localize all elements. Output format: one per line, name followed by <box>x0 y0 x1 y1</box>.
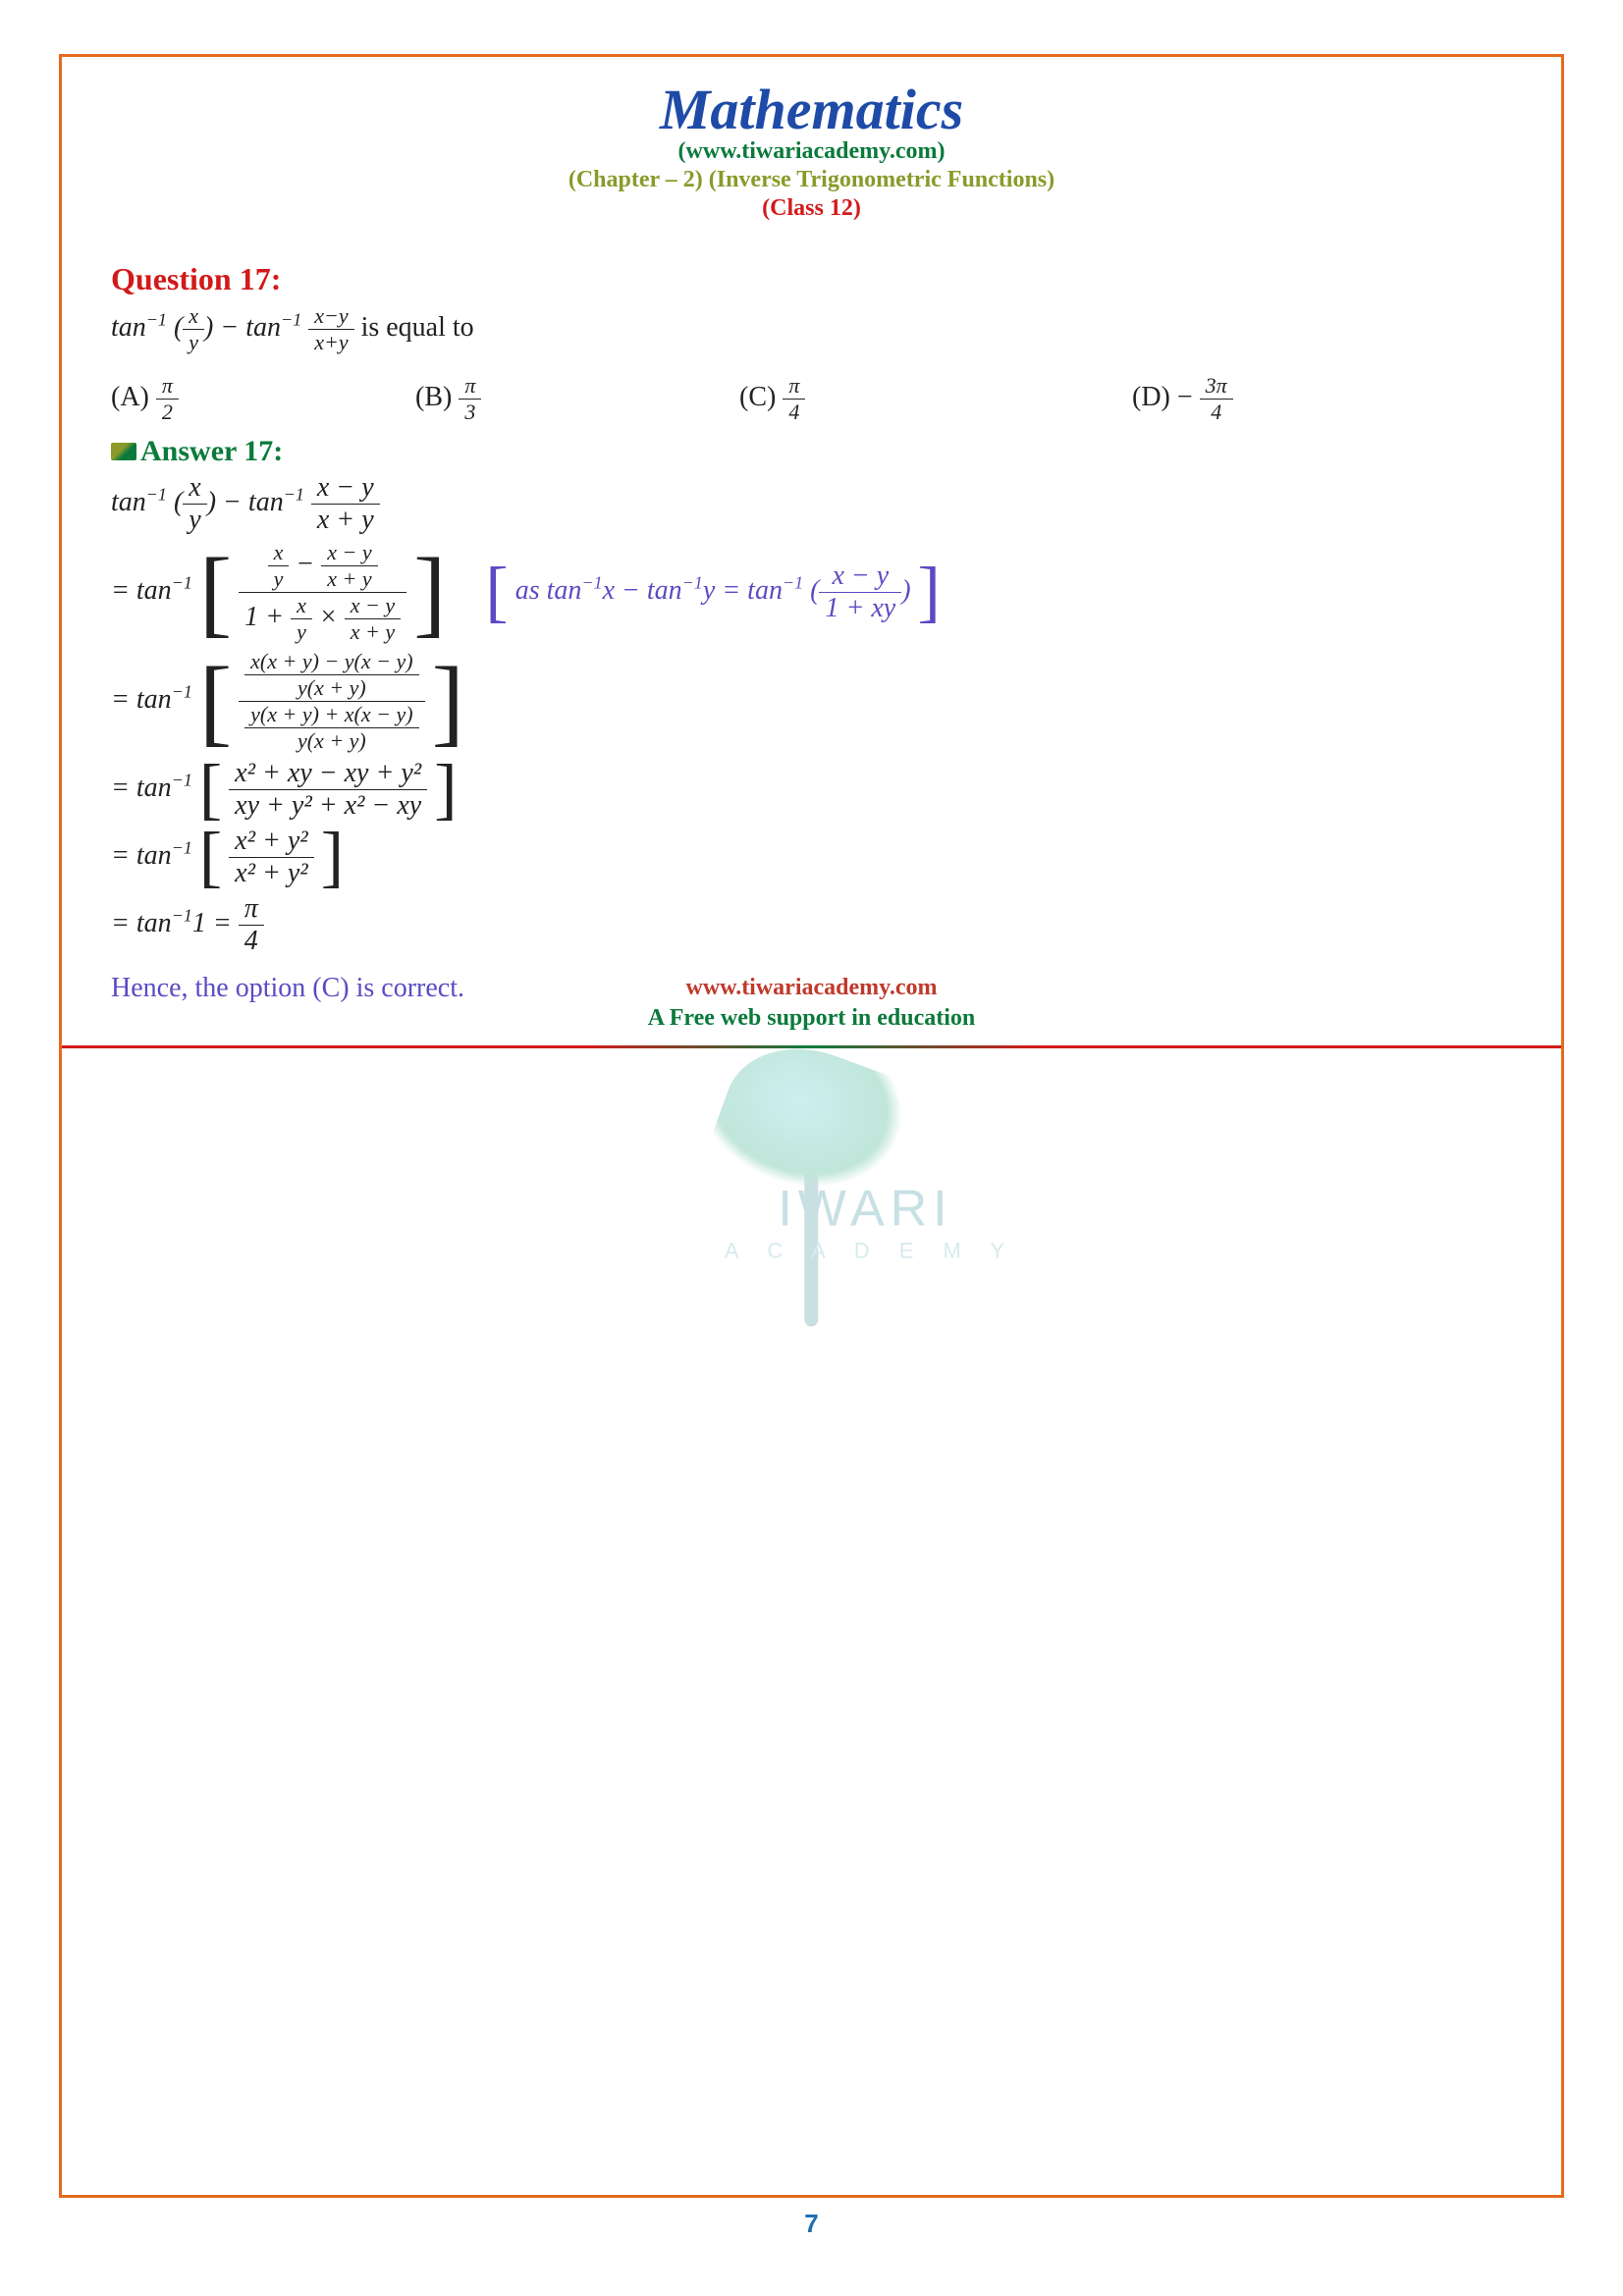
option-d: (D) − 3π4 <box>1132 373 1233 425</box>
content-area: Question 17: tan−1 (xy) − tan−1 x−yx+y i… <box>111 261 1512 1004</box>
question-expression: tan−1 (xy) − tan−1 x−yx+y is equal to <box>111 303 1512 355</box>
solution-line-5: = tan−1 [ x² + y²x² + y² ] <box>111 826 1512 889</box>
footer-url: www.tiwariacademy.com <box>111 975 1512 1001</box>
document-header: Mathematics (www.tiwariacademy.com) (Cha… <box>111 77 1512 222</box>
footer-tagline: A Free web support in education <box>111 1005 1512 1032</box>
watermark-logo: IWARI A C A D E M Y <box>607 1051 1016 1263</box>
question-heading: Question 17: <box>111 261 1512 297</box>
header-class: (Class 12) <box>111 195 1512 222</box>
option-a: (A) π2 <box>111 373 415 425</box>
formula-note: [ as tan−1x − tan−1y = tan−1 (x − y1 + x… <box>485 561 940 624</box>
footer: www.tiwariacademy.com A Free web support… <box>111 975 1512 1048</box>
watermark-text-2: A C A D E M Y <box>725 1238 1016 1263</box>
option-c: (C) π4 <box>739 373 1132 425</box>
page-number: 7 <box>804 2209 818 2239</box>
option-b: (B) π3 <box>415 373 739 425</box>
header-website: (www.tiwariacademy.com) <box>111 138 1512 165</box>
solution-line-1: tan−1 (xy) − tan−1 x − yx + y <box>111 472 1512 536</box>
header-chapter: (Chapter – 2) (Inverse Trigonometric Fun… <box>111 167 1512 193</box>
page-border: IWARI A C A D E M Y Mathematics (www.tiw… <box>59 54 1564 2198</box>
solution-line-4: = tan−1 [ x² + xy − xy + y²xy + y² + x² … <box>111 758 1512 822</box>
footer-rule <box>62 1045 1561 1048</box>
options-row: (A) π2 (B) π3 (C) π4 (D) − 3π4 <box>111 373 1512 425</box>
watermark-text-1: IWARI <box>715 1179 1016 1238</box>
solution-line-2: = tan−1 [ xy − x − yx + y 1 + xy × x − y… <box>111 540 1512 645</box>
page-title: Mathematics <box>111 77 1512 142</box>
solution-line-6: = tan−11 = π4 <box>111 893 1512 957</box>
answer-heading: Answer 17: <box>111 435 1512 468</box>
answer-icon <box>111 443 136 460</box>
solution-line-3: = tan−1 [ x(x + y) − y(x − y)y(x + y) y(… <box>111 649 1512 754</box>
